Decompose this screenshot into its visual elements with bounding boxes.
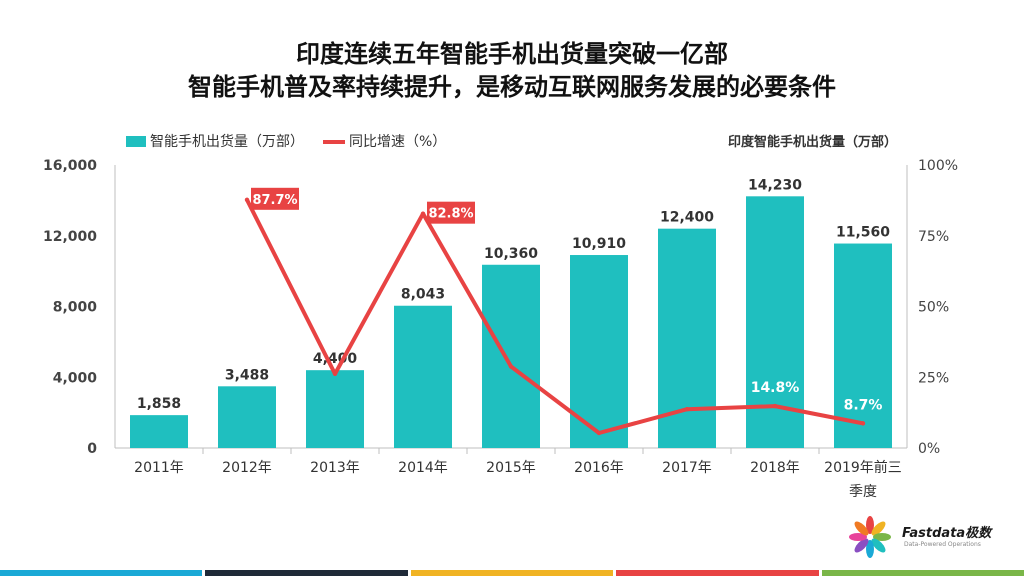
bar-2014年 <box>394 305 452 448</box>
bar-value-label: 10,910 <box>572 236 626 252</box>
x-tick-label: 2016年 <box>574 460 624 476</box>
growth-label: 8.7% <box>844 397 883 413</box>
bar-2012年 <box>218 386 276 448</box>
fastdata-logo: Fastdata极数 Data-Powered Operations <box>848 514 998 560</box>
bottom-bar-segment <box>821 570 1024 576</box>
left-axis-tick-label: 8,000 <box>53 300 98 316</box>
growth-rate-point <box>860 421 866 426</box>
bar-value-label: 11,560 <box>836 225 890 241</box>
left-axis-tick-label: 4,000 <box>53 370 98 386</box>
bar-value-label: 3,488 <box>225 367 269 383</box>
bar-2017年 <box>658 228 716 448</box>
growth-rate-point <box>772 403 778 409</box>
bar-2013年 <box>306 370 364 448</box>
growth-label: 87.7% <box>252 193 297 208</box>
right-axis-tick-label: 25% <box>918 370 949 386</box>
title-line-1: 印度连续五年智能手机出货量突破一亿部 <box>296 40 728 68</box>
bar-2011年 <box>130 415 188 448</box>
x-tick-label: 2015年 <box>486 460 536 476</box>
bottom-color-bar <box>0 570 1024 576</box>
left-axis-tick-label: 16,000 <box>43 158 97 174</box>
x-tick-label: 2018年 <box>750 460 800 476</box>
growth-rate-line <box>245 197 865 436</box>
growth-rate-point <box>420 211 426 216</box>
x-tick-label-line-2: 季度 <box>849 484 877 500</box>
right-axis-tick-label: 50% <box>918 300 949 316</box>
bar-value-label: 10,360 <box>484 246 538 262</box>
growth-label: 14.8% <box>751 380 800 396</box>
bar-value-label: 1,858 <box>137 396 181 412</box>
x-tick-label: 2017年 <box>662 460 712 476</box>
right-axis-tick-label: 100% <box>918 158 958 174</box>
legend-label-line: 同比增速（%） <box>349 134 446 150</box>
bottom-bar-segment <box>205 570 408 576</box>
x-tick-label: 2013年 <box>310 460 360 476</box>
left-axis-tick-label: 0 <box>87 441 97 457</box>
bar-2015年 <box>482 264 540 448</box>
title-line-2: 智能手机普及率持续提升，是移动互联网服务发展的必要条件 <box>188 73 836 101</box>
growth-label-box <box>251 187 299 210</box>
x-tick-label: 2011年 <box>134 460 184 476</box>
growth-rate-point <box>596 430 602 436</box>
x-tick-label: 2014年 <box>398 460 448 476</box>
x-tick-label: 2019年前三 <box>824 459 902 476</box>
legend-swatch-bar <box>126 136 146 147</box>
logo-brand-text: Fastdata极数 <box>902 526 992 541</box>
bar-2016年 <box>570 255 628 448</box>
legend-label-bar: 智能手机出货量（万部） <box>150 133 304 150</box>
bottom-bar-segment <box>0 570 203 576</box>
right-axis-tick-label: 0% <box>918 441 940 457</box>
right-axis-tick-label: 75% <box>918 229 949 245</box>
bar-2019年前三季度 <box>834 243 892 448</box>
growth-rate-point <box>332 371 338 377</box>
growth-label: 82.8% <box>428 207 473 222</box>
chart-title: 印度连续五年智能手机出货量突破一亿部 智能手机普及率持续提升，是移动互联网服务发… <box>0 38 1024 104</box>
growth-label-box <box>427 201 475 224</box>
right-axis-title: 印度智能手机出货量（万部） <box>728 134 897 150</box>
growth-rate-point <box>684 407 690 412</box>
x-tick-label: 2012年 <box>222 460 272 476</box>
left-axis-tick-label: 12,000 <box>43 229 97 245</box>
bottom-bar-segment <box>616 570 819 576</box>
bar-value-label: 4,400 <box>313 351 358 367</box>
growth-rate-point <box>244 197 250 203</box>
bar-value-label: 14,230 <box>748 177 802 193</box>
logo-tagline: Data-Powered Operations <box>904 541 981 548</box>
growth-rate-point <box>508 364 514 369</box>
flower-logo-icon <box>849 516 891 558</box>
bar-value-label: 8,043 <box>401 287 445 303</box>
bar-value-label: 12,400 <box>660 210 714 226</box>
bottom-bar-segment <box>410 570 614 576</box>
